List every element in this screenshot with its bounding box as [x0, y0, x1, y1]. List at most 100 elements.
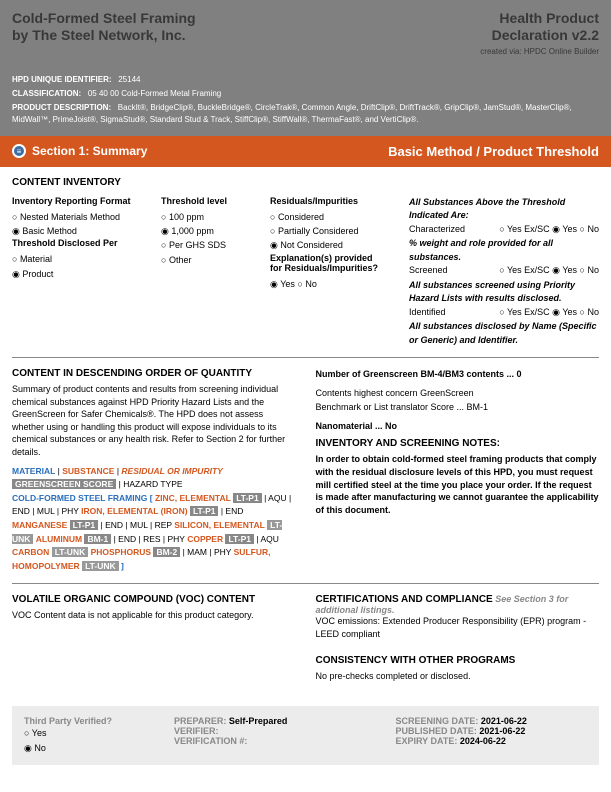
screening-date-label: SCREENING DATE: [396, 716, 479, 726]
gs-count: Number of Greenscreen BM-4/BM3 contents … [316, 368, 600, 381]
hpd-title-1: Health Product [480, 10, 599, 27]
meta-block: HPD UNIQUE IDENTIFIER: 25144 CLASSIFICAT… [0, 66, 611, 136]
residuals-head: Residuals/Impurities [270, 196, 385, 206]
s13: MAM [187, 547, 207, 557]
legend-material: MATERIAL [12, 466, 55, 476]
tpv-no[interactable]: No [24, 741, 144, 755]
voc-title: VOLATILE ORGANIC COMPOUND (VOC) CONTENT [12, 594, 296, 605]
radio-not-considered[interactable]: Not Considered [270, 238, 385, 252]
above-threshold-text: All Substances Above the Threshold Indic… [409, 197, 565, 221]
tag-1: LT-P1 [233, 493, 262, 503]
product-title: Cold-Formed Steel Framing [12, 10, 480, 27]
radio-nested[interactable]: Nested Materials Method [12, 210, 137, 224]
tag-8: BM-2 [153, 547, 180, 557]
s12: AQU [260, 534, 278, 544]
s10: RES [143, 534, 160, 544]
s6: END [105, 520, 123, 530]
footer-box: Third Party Verified? Yes No PREPARER: S… [12, 706, 599, 765]
threshold-level-head: Threshold level [161, 196, 246, 206]
s7: MUL [130, 520, 148, 530]
section-1-bar: ≡ Section 1: Summary Basic Method / Prod… [0, 136, 611, 167]
hpd-title-2: Declaration v2.2 [480, 27, 599, 44]
screened-opts[interactable]: ○ Yes Ex/SC ◉ Yes ○ No [487, 264, 599, 278]
radio-product[interactable]: Product [12, 267, 137, 281]
radio-other[interactable]: Other [161, 253, 246, 267]
mat-iron: IRON, ELEMENTAL (IRON) [81, 506, 187, 516]
s2: END [12, 506, 30, 516]
id-value: 25144 [118, 75, 140, 84]
radio-1000ppm[interactable]: 1,000 ppm [161, 224, 246, 238]
legend-hazard: HAZARD TYPE [123, 479, 182, 489]
section-icon: ≡ [12, 144, 26, 158]
legend-line: MATERIAL | SUBSTANCE | RESIDUAL OR IMPUR… [12, 465, 296, 492]
screening-date: 2021-06-22 [481, 716, 527, 726]
materials-list: COLD-FORMED STEEL FRAMING [ ZINC, ELEMEN… [12, 492, 296, 574]
identified-text: All substances disclosed by Name (Specif… [409, 321, 597, 345]
inv-format-head: Inventory Reporting Format [12, 196, 137, 206]
s5: END [225, 506, 243, 516]
mat-sil: SILICON, ELEMENTAL [174, 520, 265, 530]
mat-copp: COPPER [187, 534, 223, 544]
created-via: created via: HPDC Online Builder [480, 47, 599, 56]
tag-9: LT-UNK [82, 561, 119, 571]
radio-material[interactable]: Material [12, 252, 137, 266]
characterized-label: Characterized [409, 223, 465, 237]
mat-phos: PHOSPHORUS [91, 547, 151, 557]
s1: AQU [268, 493, 286, 503]
tpv-label: Third Party Verified? [24, 716, 144, 726]
tag-3: LT-P1 [70, 520, 99, 530]
consistency-text: No pre-checks completed or disclosed. [316, 670, 600, 683]
expiry-date-label: EXPIRY DATE: [396, 736, 458, 746]
inv-notes-text: In order to obtain cold-formed steel fra… [316, 453, 600, 516]
mat-zinc: ZINC, ELEMENTAL [155, 493, 231, 503]
verifier-label: VERIFIER: [174, 726, 219, 736]
legend-residual: RESIDUAL OR IMPURITY [121, 466, 222, 476]
identified-label: Identified [409, 306, 446, 320]
radio-basic[interactable]: Basic Method [12, 224, 137, 238]
gs-benchmark-1: Contents highest concern GreenScreen [316, 387, 600, 400]
tpv-yes[interactable]: Yes [24, 726, 144, 740]
radio-partial[interactable]: Partially Considered [270, 224, 385, 238]
screened-label: Screened [409, 264, 448, 278]
published-date-label: PUBLISHED DATE: [396, 726, 477, 736]
voc-text: VOC Content data is not applicable for t… [12, 609, 296, 622]
inv-notes-title: INVENTORY AND SCREENING NOTES: [316, 438, 600, 449]
characterized-opts[interactable]: ○ Yes Ex/SC ◉ Yes ○ No [487, 223, 599, 237]
legend-substance: SUBSTANCE [62, 466, 114, 476]
mat-mang: MANGANESE [12, 520, 67, 530]
mat-cfsf: COLD-FORMED STEEL FRAMING [ [12, 493, 153, 503]
threshold-per-head: Threshold Disclosed Per [12, 238, 137, 248]
section-1-method: Basic Method / Product Threshold [388, 144, 599, 159]
descending-text: Summary of product contents and results … [12, 383, 296, 459]
id-label: HPD UNIQUE IDENTIFIER: [12, 75, 112, 84]
radio-expl-yes[interactable]: Yes ○ No [270, 277, 385, 291]
verification-num-label: VERIFICATION #: [174, 736, 247, 746]
expiry-date: 2024-06-22 [460, 736, 506, 746]
weight-role-text: % weight and role provided for all subst… [409, 238, 553, 262]
preparer-label: PREPARER: [174, 716, 226, 726]
content-inventory-title: CONTENT INVENTORY [12, 177, 599, 188]
consistency-title: CONSISTENCY WITH OTHER PROGRAMS [316, 655, 600, 666]
published-date: 2021-06-22 [479, 726, 525, 736]
mat-carb: CARBON [12, 547, 49, 557]
explanation-head: Explanation(s) provided for Residuals/Im… [270, 253, 385, 273]
cert-title: CERTIFICATIONS AND COMPLIANCE [316, 594, 493, 605]
cert-text: VOC emissions: Extended Producer Respons… [316, 615, 600, 640]
tag-7: LT-UNK [52, 547, 89, 557]
identified-opts[interactable]: ○ Yes Ex/SC ◉ Yes ○ No [487, 306, 599, 320]
nano: Nanomaterial ... No [316, 420, 600, 433]
tag-6: LT-P1 [225, 534, 254, 544]
tag-5: BM-1 [84, 534, 111, 544]
s8: REP [155, 520, 172, 530]
preparer-value: Self-Prepared [229, 716, 288, 726]
tag-2: LT-P1 [190, 506, 219, 516]
descending-title: CONTENT IN DESCENDING ORDER OF QUANTITY [12, 368, 296, 379]
radio-100ppm[interactable]: 100 ppm [161, 210, 246, 224]
legend-greenscreen: GREENSCREEN SCORE [12, 479, 116, 489]
mat-alum: ALUMINUM [36, 534, 82, 544]
class-value: 05 40 00 Cold-Formed Metal Framing [88, 89, 221, 98]
s11: PHY [167, 534, 184, 544]
radio-considered[interactable]: Considered [270, 210, 385, 224]
s9: END [118, 534, 136, 544]
radio-ghs[interactable]: Per GHS SDS [161, 238, 246, 252]
